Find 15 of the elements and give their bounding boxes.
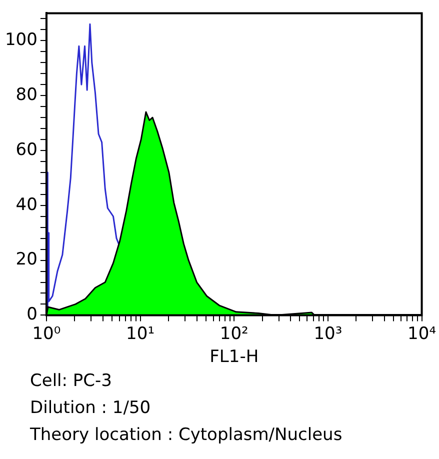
x-tick-label: 10² [220,324,248,344]
x-tick-label: 10³ [314,324,342,344]
x-tick-label: 10⁰ [32,324,61,344]
text: Dilution : 1/50 [30,397,152,420]
text: Cell: PC-3 [30,370,113,393]
y-tick-label: 20 [16,250,38,270]
x-tick-label: 10¹ [126,324,155,344]
y-tick-label: 60 [16,140,38,160]
y-tick-label: 100 [4,30,38,50]
y-tick-label: 80 [16,84,38,105]
y-tick-label: 40 [16,194,38,215]
x-axis-title: FL1-H [210,347,259,368]
text: Theory location : Cytoplasm/Nucleus [30,424,344,447]
y-tick-label: 0 [26,304,38,325]
x-tick-label: 10⁴ [408,324,436,344]
